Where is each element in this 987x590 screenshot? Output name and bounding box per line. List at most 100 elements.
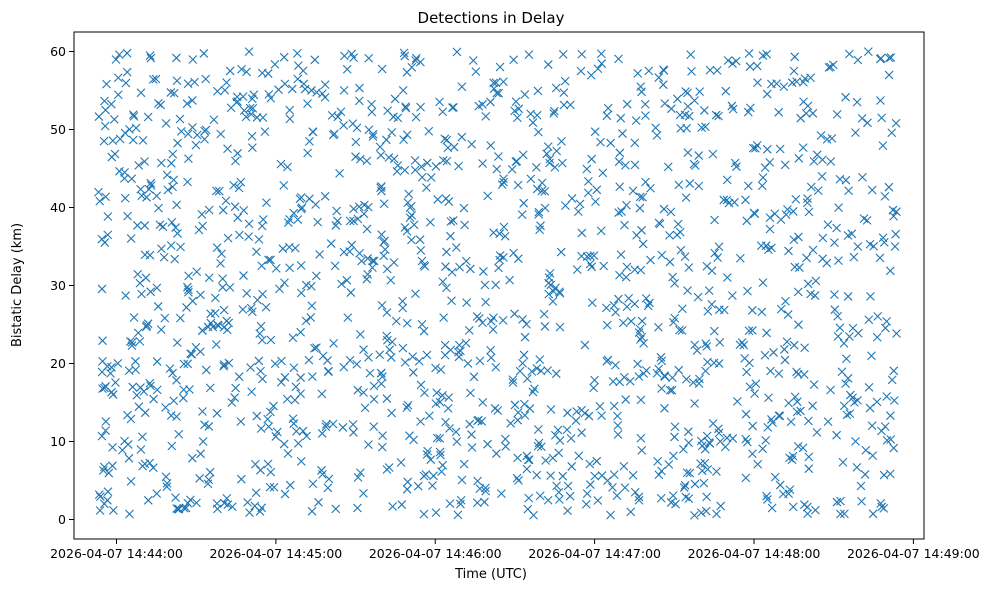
data-point <box>98 336 107 346</box>
data-point <box>882 392 892 401</box>
data-point <box>782 337 792 347</box>
data-point <box>524 50 534 59</box>
data-point <box>172 76 182 86</box>
data-point <box>161 118 171 128</box>
data-point <box>500 231 510 241</box>
data-point <box>792 397 802 407</box>
data-point <box>248 143 257 153</box>
data-point <box>365 368 375 378</box>
data-point <box>127 338 137 347</box>
data-point <box>580 340 590 350</box>
data-point <box>169 88 179 98</box>
data-point <box>320 92 330 102</box>
data-point <box>256 321 266 331</box>
data-point <box>146 381 155 391</box>
data-point <box>764 393 773 403</box>
data-point <box>635 324 645 334</box>
data-point <box>513 453 522 463</box>
data-point <box>784 398 794 408</box>
data-point <box>310 343 319 353</box>
data-point <box>244 232 254 241</box>
data-point <box>559 100 569 110</box>
data-point <box>389 258 399 267</box>
data-point <box>411 56 421 65</box>
data-point <box>543 60 553 69</box>
data-point <box>100 383 109 393</box>
data-point <box>261 302 271 312</box>
data-point <box>720 442 730 452</box>
data-point <box>426 173 436 182</box>
data-point <box>354 202 364 211</box>
data-point <box>212 408 222 418</box>
data-point <box>386 353 396 362</box>
data-point <box>398 303 408 313</box>
data-point <box>134 402 144 412</box>
data-point <box>545 154 555 164</box>
data-point <box>216 129 226 139</box>
data-point <box>367 107 377 117</box>
data-point <box>176 242 185 252</box>
data-point <box>774 107 784 117</box>
data-point <box>416 245 426 255</box>
data-point <box>603 476 612 485</box>
data-point <box>122 48 132 58</box>
data-point <box>666 207 676 217</box>
data-point <box>239 271 248 280</box>
data-point <box>572 407 582 416</box>
data-point <box>340 51 349 61</box>
data-point <box>355 154 365 164</box>
data-point <box>756 241 766 251</box>
data-point <box>360 403 370 413</box>
data-point <box>549 106 559 116</box>
data-point <box>196 449 205 459</box>
data-point <box>212 243 222 252</box>
data-point <box>611 360 620 370</box>
data-point <box>742 367 751 377</box>
data-point <box>464 325 474 335</box>
data-point <box>201 365 211 375</box>
data-point <box>218 274 228 284</box>
data-point <box>872 397 882 407</box>
data-point <box>146 53 156 63</box>
y-axis-label: Bistatic Delay (km) <box>10 223 25 347</box>
data-point <box>270 359 280 369</box>
data-point <box>546 280 556 290</box>
data-point <box>507 164 517 174</box>
data-point <box>369 394 379 404</box>
data-point <box>794 153 804 163</box>
data-point <box>493 406 503 415</box>
data-point <box>128 110 138 120</box>
data-point <box>690 510 699 520</box>
data-point <box>246 363 255 372</box>
data-point <box>297 203 307 213</box>
data-point <box>714 359 724 368</box>
data-point <box>258 374 267 384</box>
data-point <box>674 365 684 375</box>
data-point <box>664 460 674 469</box>
data-point <box>634 328 644 337</box>
data-point <box>829 290 839 299</box>
data-point <box>210 293 220 303</box>
data-point <box>447 267 457 277</box>
data-point <box>278 244 288 254</box>
data-point <box>536 366 546 376</box>
data-point <box>260 127 270 137</box>
data-point <box>408 368 418 377</box>
data-point <box>799 370 809 379</box>
data-point <box>364 53 374 63</box>
data-point <box>585 480 595 489</box>
data-point <box>162 478 172 488</box>
data-point <box>456 499 465 509</box>
data-point <box>363 254 373 263</box>
data-point <box>120 436 129 446</box>
data-point <box>694 379 704 388</box>
data-point <box>826 385 835 395</box>
data-point <box>224 358 234 368</box>
data-point <box>519 350 529 360</box>
data-point <box>271 264 281 273</box>
data-point <box>449 102 458 112</box>
data-point <box>263 459 273 469</box>
data-point <box>660 372 670 382</box>
data-point <box>767 503 777 513</box>
data-point <box>776 215 786 224</box>
